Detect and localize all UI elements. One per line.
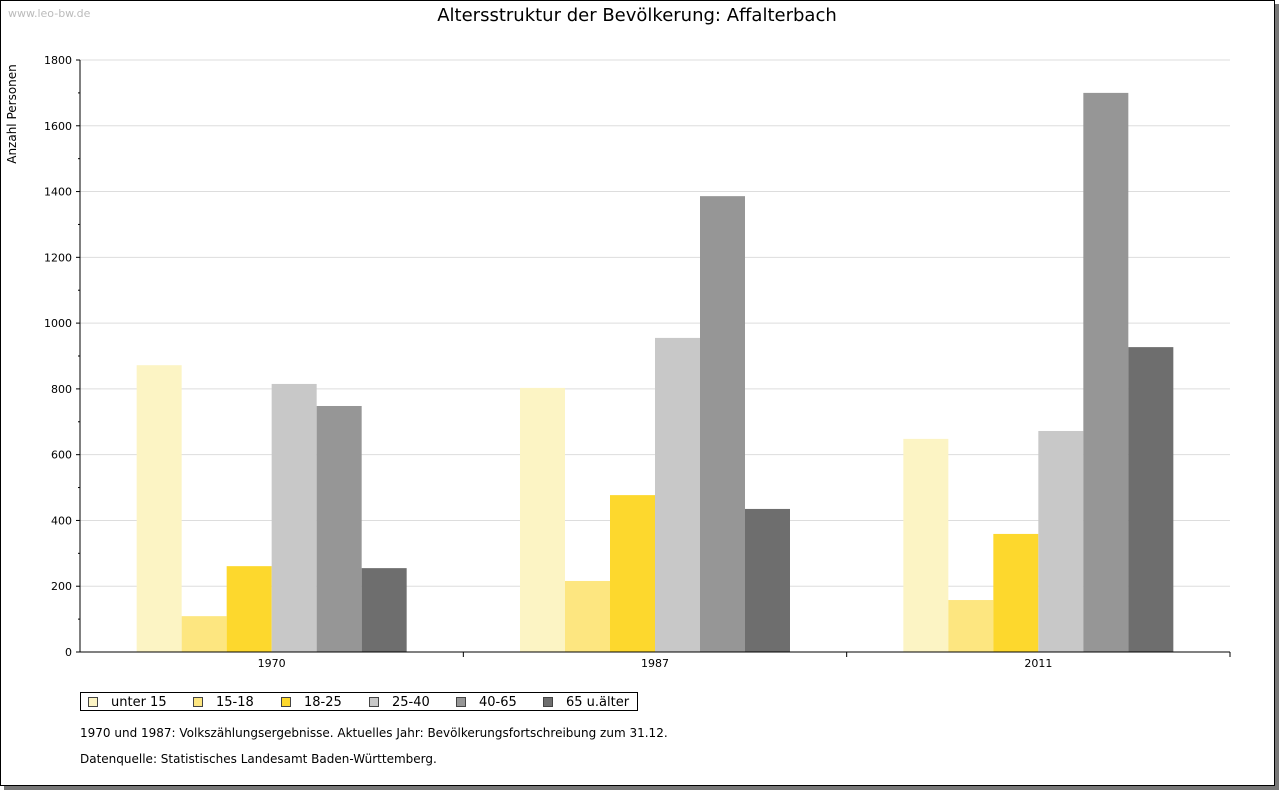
y-tick-label: 1200 xyxy=(44,251,72,264)
y-tick-label: 600 xyxy=(51,449,72,462)
bar-25-40-2011 xyxy=(1038,430,1084,652)
legend-label: 65 u.älter xyxy=(566,695,630,710)
y-tick-label: 0 xyxy=(65,646,72,659)
bar-unter-15-1970 xyxy=(136,365,182,652)
bar-40-65-1987 xyxy=(700,196,745,652)
legend-swatch xyxy=(193,697,203,707)
x-tick-label: 2011 xyxy=(1024,657,1052,670)
legend-label: 25-40 xyxy=(392,695,430,710)
bar-15-18-2011 xyxy=(948,600,994,652)
y-tick-label: 800 xyxy=(51,383,72,396)
bar-25-40-1970 xyxy=(271,383,317,652)
bar-15-18-1987 xyxy=(565,580,610,652)
bar-15-18-1970 xyxy=(181,616,227,652)
chart-title: Altersstruktur der Bevölkerung: Affalter… xyxy=(437,5,837,26)
y-tick-label: 1800 xyxy=(44,54,72,67)
y-tick-label: 1000 xyxy=(44,317,72,330)
legend-label: unter 15 xyxy=(111,695,167,710)
legend-swatch xyxy=(543,697,553,707)
x-tick-label: 1987 xyxy=(641,657,669,670)
x-tick-label: 1970 xyxy=(258,657,286,670)
bar-18-25-2011 xyxy=(993,533,1039,652)
bar-65-u-lter-1970 xyxy=(361,568,407,652)
legend-swatch xyxy=(88,697,98,707)
legend-swatch xyxy=(369,697,379,707)
note-census: 1970 und 1987: Volkszählungsergebnisse. … xyxy=(80,726,668,740)
y-tick-label: 200 xyxy=(51,580,72,593)
watermark: www.leo-bw.de xyxy=(8,7,91,20)
legend-box xyxy=(80,692,638,711)
y-axis-label: Anzahl Personen xyxy=(5,64,19,164)
note-source: Datenquelle: Statistisches Landesamt Bad… xyxy=(80,752,437,766)
legend-label: 40-65 xyxy=(479,695,517,710)
bar-unter-15-1987 xyxy=(520,387,565,652)
bar-65-u-lter-1987 xyxy=(745,508,790,652)
legend-swatch xyxy=(281,697,291,707)
legend-label: 15-18 xyxy=(216,695,254,710)
legend-label: 18-25 xyxy=(304,695,342,710)
bar-40-65-2011 xyxy=(1083,92,1129,652)
y-tick-label: 1600 xyxy=(44,120,72,133)
y-tick-label: 1400 xyxy=(44,186,72,199)
bar-18-25-1987 xyxy=(610,495,655,652)
legend-swatch xyxy=(456,697,466,707)
bar-65-u-lter-2011 xyxy=(1128,347,1174,652)
bar-unter-15-2011 xyxy=(903,438,949,652)
bar-18-25-1970 xyxy=(226,566,272,652)
bar-40-65-1970 xyxy=(316,405,362,652)
bar-25-40-1987 xyxy=(655,337,700,652)
y-tick-label: 400 xyxy=(51,514,72,527)
